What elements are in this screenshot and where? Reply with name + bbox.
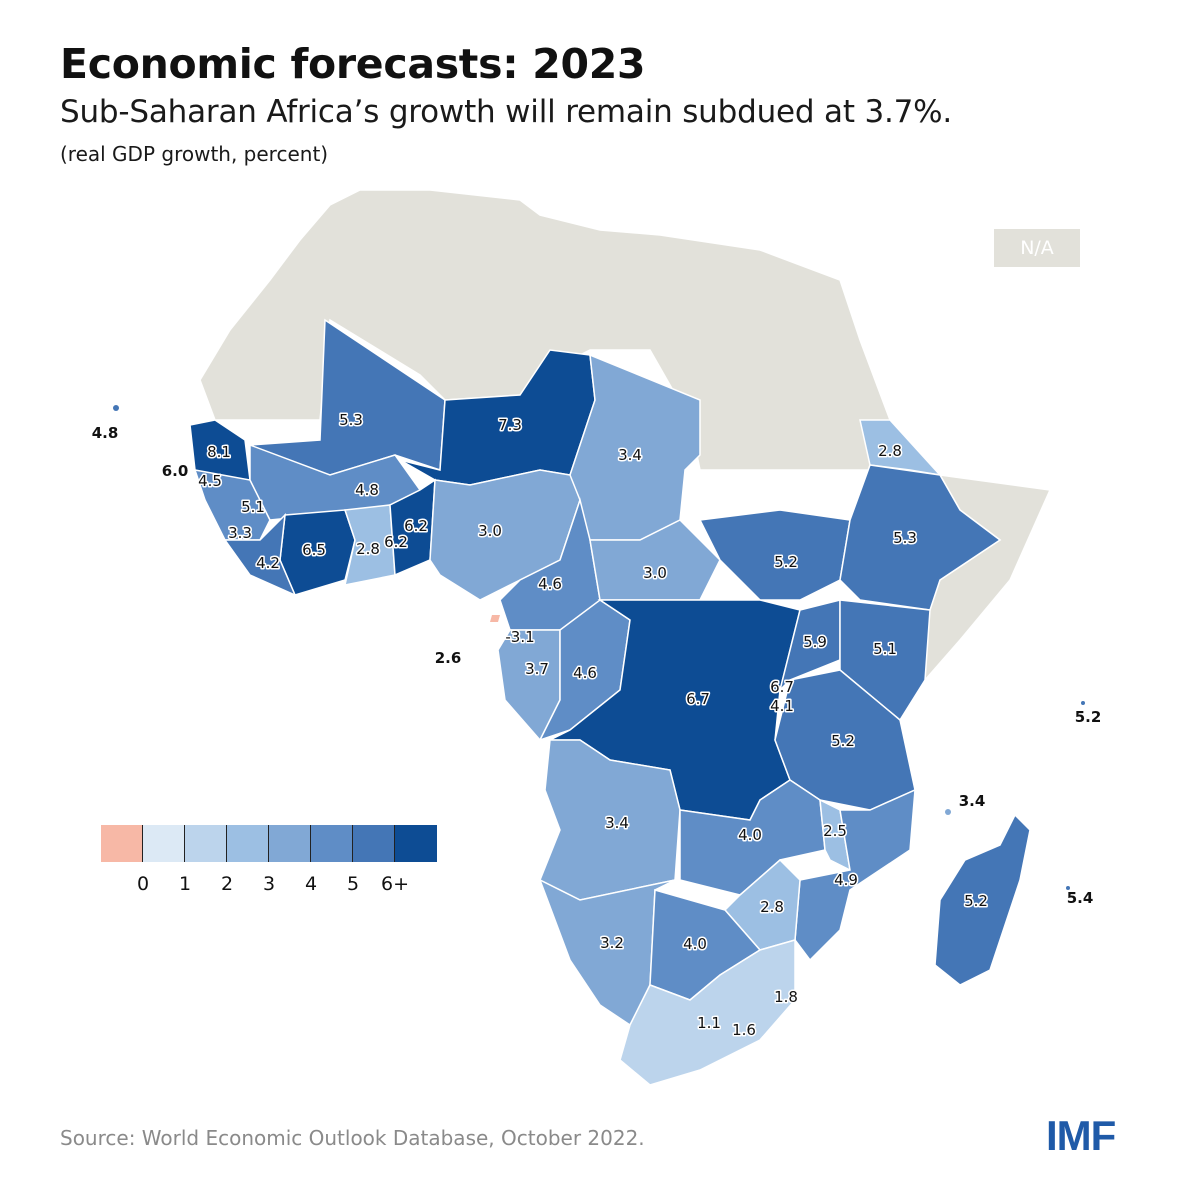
value-label: 1.8: [774, 988, 798, 1006]
region-malawi: [819, 798, 851, 872]
value-label: 2.8: [878, 442, 902, 460]
value-label: 3.7: [525, 660, 549, 678]
value-label: 3.3: [228, 524, 252, 542]
region-ghana: [343, 504, 396, 586]
value-label: 1.6: [732, 1021, 756, 1039]
legend-tick-label: 6+: [380, 873, 410, 895]
value-label: 4.2: [256, 554, 280, 572]
value-label: 4.9: [834, 871, 858, 889]
value-label: 4.6: [538, 575, 562, 593]
value-label: 3.4: [605, 814, 629, 832]
value-label: 4.0: [683, 935, 707, 953]
value-label: 3.0: [643, 564, 667, 582]
source-note: Source: World Economic Outlook Database,…: [60, 1126, 645, 1150]
value-label: 6.5: [302, 541, 326, 559]
value-label: 4.5: [198, 472, 222, 490]
legend-tick-label: 3: [262, 873, 276, 895]
value-label: 3.4: [618, 446, 642, 464]
region-south-sudan: [698, 509, 851, 601]
legend-swatch-3: [227, 825, 269, 862]
value-label: 5.2: [831, 732, 855, 750]
region-kenya: [839, 599, 931, 722]
value-label: 5.3: [339, 411, 363, 429]
legend-tick-label: 5: [346, 873, 360, 895]
value-label: -3.1: [505, 628, 534, 646]
value-label: 6.0: [162, 462, 189, 480]
legend-ticks: 0 1 2 3 4 5 6+: [101, 862, 437, 895]
legend-tick-label: 4: [304, 873, 318, 895]
legend-tick-label: 1: [178, 873, 192, 895]
value-label: 3.2: [600, 934, 624, 952]
na-legend-box: N/A: [994, 229, 1080, 267]
region-madagascar: [934, 813, 1031, 986]
value-label: 6.2: [404, 517, 428, 535]
value-label: 2.5: [823, 822, 847, 840]
value-label: 8.1: [207, 443, 231, 461]
value-label: 3.4: [959, 792, 986, 810]
chart-subtitle: Sub-Saharan Africa’s growth will remain …: [60, 94, 953, 130]
value-label: 7.3: [498, 416, 522, 434]
region-ethiopia: [839, 464, 1002, 611]
value-label: 5.3: [893, 529, 917, 547]
legend-tick-label: 0: [136, 873, 150, 895]
value-label: 1.1: [697, 1014, 721, 1032]
value-label: 2.8: [760, 898, 784, 916]
region-bioko: [490, 615, 500, 622]
value-label: 4.8: [355, 481, 379, 499]
imf-logo: IMF: [1046, 1112, 1116, 1159]
island-cabo-verde: [113, 405, 119, 411]
legend-tick-label: 2: [220, 873, 234, 895]
value-label: 5.4: [1067, 889, 1094, 907]
region-uganda: [778, 599, 841, 693]
legend-swatch-0: [101, 825, 143, 862]
chart-units: (real GDP growth, percent): [60, 142, 329, 166]
chart-title: Economic forecasts: 2023: [60, 40, 646, 88]
value-label: 5.9: [803, 633, 827, 651]
value-label: 3.0: [478, 522, 502, 540]
value-label: 6.7: [686, 690, 710, 708]
region-liberia: [223, 512, 297, 597]
value-label: 5.1: [241, 498, 265, 516]
value-label: 6.7: [770, 678, 794, 696]
value-labels: 4.88.16.04.55.13.34.26.5 2.86.26.25.34.87…: [92, 410, 1102, 1041]
legend-swatch-4: [269, 825, 311, 862]
value-label: 4.8: [92, 424, 119, 442]
value-label: 4.0: [738, 826, 762, 844]
value-label: 4.6: [573, 664, 597, 682]
value-label: 2.8: [356, 540, 380, 558]
legend-swatch-1: [143, 825, 185, 862]
island-comoros: [945, 809, 951, 815]
value-label: 4.1: [770, 697, 794, 715]
region-south-africa: [619, 939, 796, 1086]
value-label: 2.6: [435, 649, 462, 667]
island-mauritius: [1066, 886, 1070, 890]
legend-swatch-7: [395, 825, 437, 862]
island-seychelles: [1081, 701, 1085, 705]
region-mozambique: [794, 788, 916, 962]
legend-swatch-6: [353, 825, 395, 862]
value-label: 6.2: [384, 533, 408, 551]
legend-swatch-5: [311, 825, 353, 862]
value-label: 5.2: [1075, 708, 1102, 726]
value-label: 5.2: [774, 553, 798, 571]
color-legend: 0 1 2 3 4 5 6+: [101, 825, 437, 895]
value-label: 5.2: [964, 892, 988, 910]
legend-bar: [101, 825, 437, 862]
legend-swatch-2: [185, 825, 227, 862]
value-label: 5.1: [873, 640, 897, 658]
